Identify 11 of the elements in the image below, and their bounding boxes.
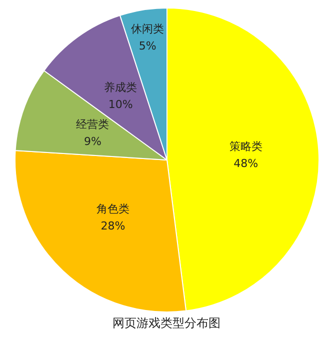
slice-label: 养成类 xyxy=(104,81,138,94)
slice-label: 策略类 xyxy=(229,140,262,154)
data-label: 9% xyxy=(84,135,102,148)
data-label: 10% xyxy=(108,98,133,112)
text: 网页游戏类型分布图 xyxy=(112,316,220,330)
data-label: 28% xyxy=(100,220,126,233)
data-label: 5% xyxy=(138,40,156,53)
data-label: 48% xyxy=(234,157,258,170)
slice-label: 角色类 xyxy=(96,202,130,216)
slice-label: 休闲类 xyxy=(131,22,164,36)
slice-label: 经营类 xyxy=(76,118,110,132)
